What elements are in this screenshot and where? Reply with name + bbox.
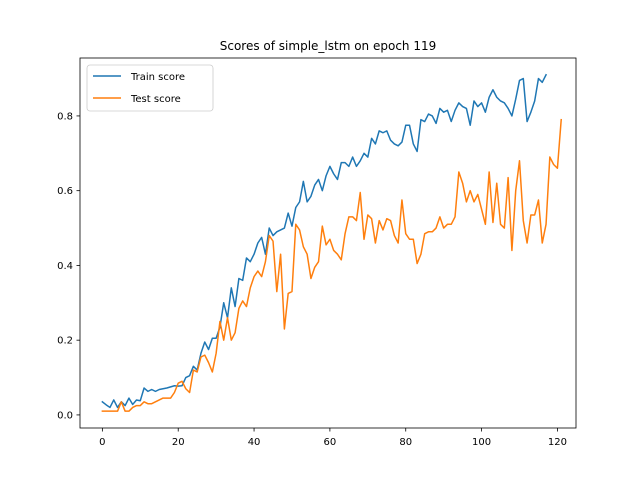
legend: Train score Test score [86, 64, 214, 112]
series-layer [101, 73, 563, 412]
y-tick-label: 0.0 [57, 410, 73, 421]
axes-frame [79, 57, 577, 429]
x-tick-label: 0 [99, 437, 105, 448]
x-tick-label: 120 [548, 437, 567, 448]
y-tick-label: 0.8 [57, 111, 73, 122]
x-tick-label: 100 [472, 437, 491, 448]
x-tick-label: 60 [324, 437, 337, 448]
x-tick-label: 80 [399, 437, 412, 448]
legend-label-train-score: Train score [130, 72, 185, 83]
y-tick-label: 0.6 [57, 186, 73, 197]
y-tick-label: 0.2 [57, 336, 73, 347]
legend-label-test-score: Test score [130, 94, 181, 105]
x-axis: 0 20 40 60 80 100 120 [99, 428, 567, 448]
series-line-test-score [101, 118, 563, 412]
x-tick-label: 40 [248, 437, 261, 448]
chart-title: Scores of simple_lstm on epoch 119 [220, 39, 437, 53]
x-tick-label: 20 [172, 437, 185, 448]
y-tick-label: 0.4 [57, 261, 73, 272]
y-axis: 0.0 0.2 0.4 0.6 0.8 [57, 111, 80, 421]
